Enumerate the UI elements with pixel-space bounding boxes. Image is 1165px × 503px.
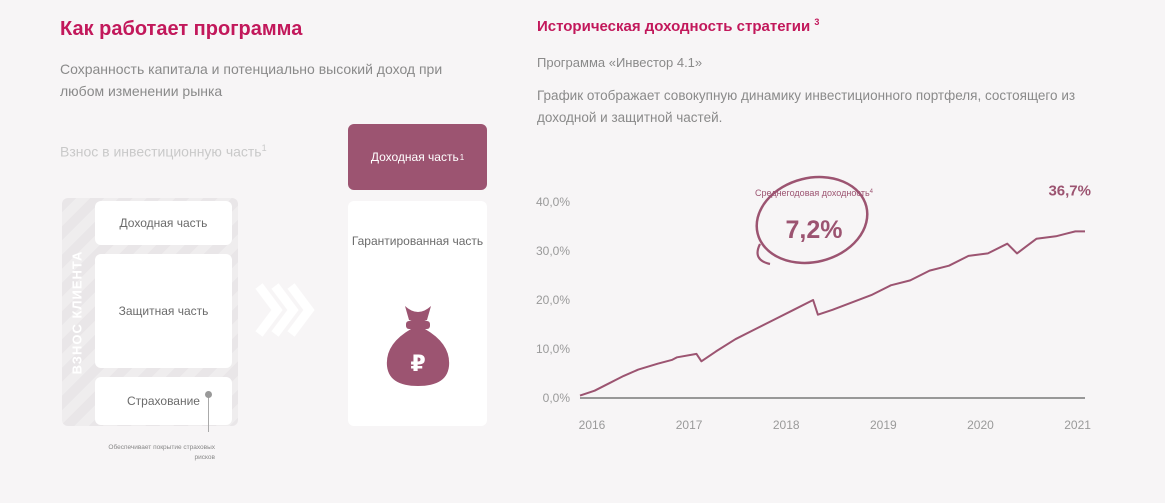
y-tick-label: 10,0%: [536, 342, 570, 356]
y-tick-label: 40,0%: [536, 195, 570, 209]
left-subtitle: Сохранность капитала и потенциально высо…: [60, 61, 443, 99]
x-tick-label: 2021: [1064, 418, 1091, 432]
right-title: Историческая доходность стратегии 3: [537, 17, 819, 35]
yield-chart: 0,0%10,0%20,0%30,0%40,0% 2016 2017 2018 201…: [536, 175, 1092, 432]
y-axis: 0,0% 10,0% 20,0% 30,0% 40,0%: [536, 195, 570, 405]
x-tick-label: 2017: [676, 418, 703, 432]
y-tick-label: 30,0%: [536, 244, 570, 258]
series-line: [579, 230, 1085, 397]
guaranteed-part-label: Гарантированная часть: [351, 234, 484, 248]
insurance-note: Обеспечивает покрытие страховых рисков: [108, 444, 215, 461]
avg-yield-value: 7,2%: [786, 216, 843, 244]
x-tick-label: 2020: [967, 418, 994, 432]
right-title-text: Историческая доходность стратегии: [537, 18, 811, 35]
insurance-pointer-dot: [205, 391, 212, 398]
chart-description: График отображает совокупную динамику ин…: [537, 88, 1076, 125]
client-vertical-label: ВЗНОС КЛИЕНТА: [62, 198, 92, 426]
x-tick-label: 2018: [773, 418, 800, 432]
y-tick-label: 20,0%: [536, 293, 570, 307]
end-value-label: 36,7%: [1048, 182, 1091, 199]
client-card-income: Доходная часть: [95, 201, 232, 245]
insurance-pointer-line: [208, 396, 209, 432]
x-tick-label: 2016: [579, 418, 606, 432]
right-title-sup: 3: [814, 17, 820, 27]
income-part-label: Доходная часть: [370, 150, 459, 164]
avg-yield-label-text: Среднегодовая доходность: [755, 188, 870, 198]
client-card-protective: Защитная часть: [95, 254, 232, 368]
triple-chevron-arrow-icon: [255, 283, 315, 337]
money-bag-icon: ₽: [386, 306, 450, 386]
x-axis: 2016 2017 2018 2019 2020 2021: [579, 418, 1092, 432]
income-part-box: Доходная часть 1: [348, 124, 487, 190]
contribution-label-text: Взнос в инвестиционную часть: [60, 143, 262, 160]
y-tick-label: 0,0%: [543, 391, 571, 405]
avg-yield-badge: Среднегодовая доходность4 7,2%: [755, 175, 874, 266]
income-part-sup: 1: [459, 152, 465, 162]
program-name: Программа «Инвестор 4.1»: [537, 55, 703, 70]
left-title: Как работает программа: [60, 18, 303, 40]
avg-yield-sup: 4: [870, 189, 874, 195]
client-card-insurance: Страхование: [95, 377, 232, 425]
x-tick-label: 2019: [870, 418, 897, 432]
client-vertical-text: ВЗНОС КЛИЕНТА: [69, 250, 85, 374]
contribution-label: Взнос в инвестиционную часть1: [60, 143, 267, 160]
ruble-symbol: ₽: [410, 352, 425, 377]
avg-yield-label: Среднегодовая доходность4: [755, 188, 874, 198]
contribution-sup: 1: [261, 143, 267, 153]
